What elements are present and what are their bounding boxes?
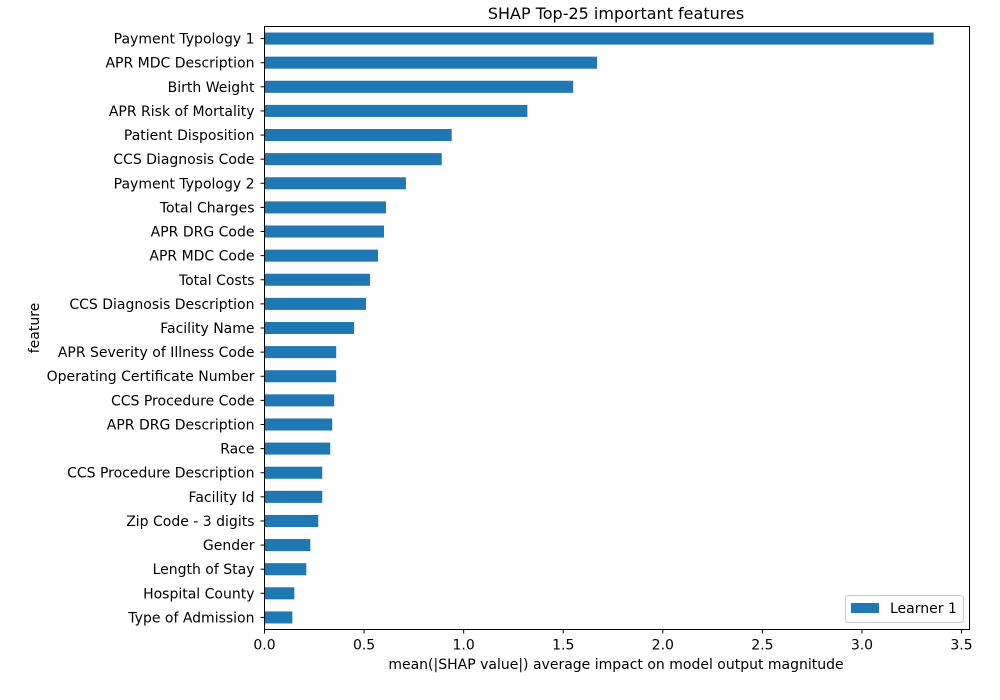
- x-tick-label: 1.5: [552, 638, 574, 654]
- chart-title: SHAP Top-25 important features: [488, 4, 744, 23]
- bar: [264, 80, 574, 93]
- bar: [264, 225, 384, 238]
- x-tick-label: 1.0: [453, 638, 475, 654]
- x-tick-label: 2.0: [652, 638, 674, 654]
- y-tick-label: Patient Disposition: [124, 128, 255, 144]
- bar: [264, 249, 379, 262]
- y-tick-label: Payment Typology 2: [114, 176, 255, 192]
- y-tick-label: Gender: [203, 538, 255, 554]
- y-axis: Payment Typology 1 APR MDC Description Bir…: [47, 32, 265, 626]
- y-tick-label: Total Charges: [159, 200, 255, 216]
- bar: [264, 466, 323, 479]
- bar: [264, 370, 337, 383]
- bar: [264, 297, 367, 310]
- y-tick-label: Hospital County: [143, 586, 254, 602]
- bar: [264, 346, 337, 359]
- bars-layer: [264, 32, 934, 624]
- y-tick-label: Type of Admission: [127, 610, 254, 626]
- x-tick-label: 0.0: [253, 638, 275, 654]
- bar: [264, 321, 355, 335]
- legend-box: [845, 595, 964, 623]
- y-tick-label: Operating Certificate Number: [47, 369, 255, 385]
- y-tick-label: CCS Procedure Code: [111, 393, 255, 409]
- bar: [264, 514, 319, 527]
- bar: [264, 490, 323, 503]
- bar: [264, 129, 452, 142]
- y-tick-label: Zip Code - 3 digits: [126, 514, 254, 530]
- y-tick-label: Length of Stay: [153, 562, 255, 578]
- bar: [264, 177, 406, 190]
- x-tick-label: 3.0: [851, 638, 873, 654]
- legend-swatch: [851, 603, 879, 613]
- y-tick-label: Facility Name: [160, 321, 254, 337]
- y-axis-label: feature: [27, 303, 43, 354]
- y-tick-label: Total Costs: [178, 273, 255, 289]
- y-tick-label: Race: [220, 442, 254, 458]
- y-tick-label: APR Severity of Illness Code: [58, 345, 255, 361]
- bar: [264, 32, 934, 45]
- y-tick-label: CCS Procedure Description: [67, 466, 254, 482]
- bar: [264, 587, 295, 600]
- x-axis-label: mean(|SHAP value|) average impact on mod…: [388, 657, 843, 673]
- y-tick-label: APR MDC Code: [149, 249, 254, 265]
- x-tick-label: 2.5: [751, 638, 773, 654]
- y-tick-label: CCS Diagnosis Code: [113, 152, 254, 168]
- bar: [264, 104, 528, 117]
- y-tick-label: APR DRG Description: [107, 417, 255, 433]
- bar: [264, 442, 331, 455]
- bar: [264, 56, 598, 69]
- y-tick-label: Facility Id: [189, 490, 255, 506]
- plot-frame: [264, 26, 970, 630]
- bar: [264, 563, 307, 576]
- x-tick-label: 3.5: [950, 638, 972, 654]
- x-axis: 0.0 0.5 1.0 1.5 2.0 2.5 3.0 3.5: [253, 629, 973, 654]
- bar: [264, 418, 333, 431]
- y-tick-label: CCS Diagnosis Description: [69, 297, 254, 313]
- bar: [264, 611, 293, 624]
- y-tick-label: Payment Typology 1: [114, 32, 255, 48]
- x-tick-label: 0.5: [353, 638, 375, 654]
- bar: [264, 539, 311, 552]
- y-tick-label: APR DRG Code: [151, 225, 255, 241]
- y-tick-label: APR MDC Description: [105, 56, 254, 72]
- legend-label: Learner 1: [890, 601, 957, 617]
- bar: [264, 394, 335, 407]
- y-tick-label: Birth Weight: [168, 80, 255, 96]
- legend: Learner 1: [845, 595, 964, 623]
- bar: [264, 201, 386, 214]
- y-tick-label: APR Risk of Mortality: [109, 104, 255, 120]
- bar: [264, 273, 371, 286]
- bar: [264, 153, 442, 166]
